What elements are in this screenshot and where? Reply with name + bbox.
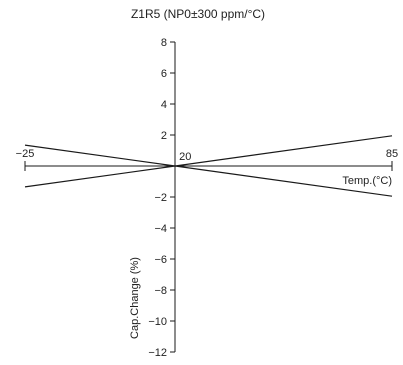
x-tick-label: −25: [16, 148, 35, 160]
y-tick-label: 4: [161, 99, 167, 111]
series-line-2: [24, 165, 393, 197]
chart-title: Z1R5 (NP0±300 ppm/°C): [131, 7, 265, 21]
y-axis-label: Cap.Change (%): [129, 257, 141, 339]
tick-group: 8 6 4 2 −2 −4 −6 −8 −10 −12 −25 20 85: [16, 37, 398, 359]
y-tick-label: −4: [154, 223, 167, 235]
y-tick-label: −8: [154, 285, 167, 297]
y-tick-label: −10: [148, 316, 167, 328]
x-tick-label: 20: [179, 151, 191, 163]
x-axis-label: Temp.(°C): [342, 175, 392, 187]
series-group: [24, 135, 393, 197]
y-tick-label: −12: [148, 347, 167, 359]
series-line-1: [24, 135, 393, 167]
y-tick-label: 6: [161, 68, 167, 80]
x-tick-label: 85: [386, 148, 398, 160]
y-tick-label: 2: [161, 130, 167, 142]
y-tick-label: 8: [161, 37, 167, 49]
y-tick-label: −2: [154, 192, 167, 204]
y-tick-label: −6: [154, 254, 167, 266]
